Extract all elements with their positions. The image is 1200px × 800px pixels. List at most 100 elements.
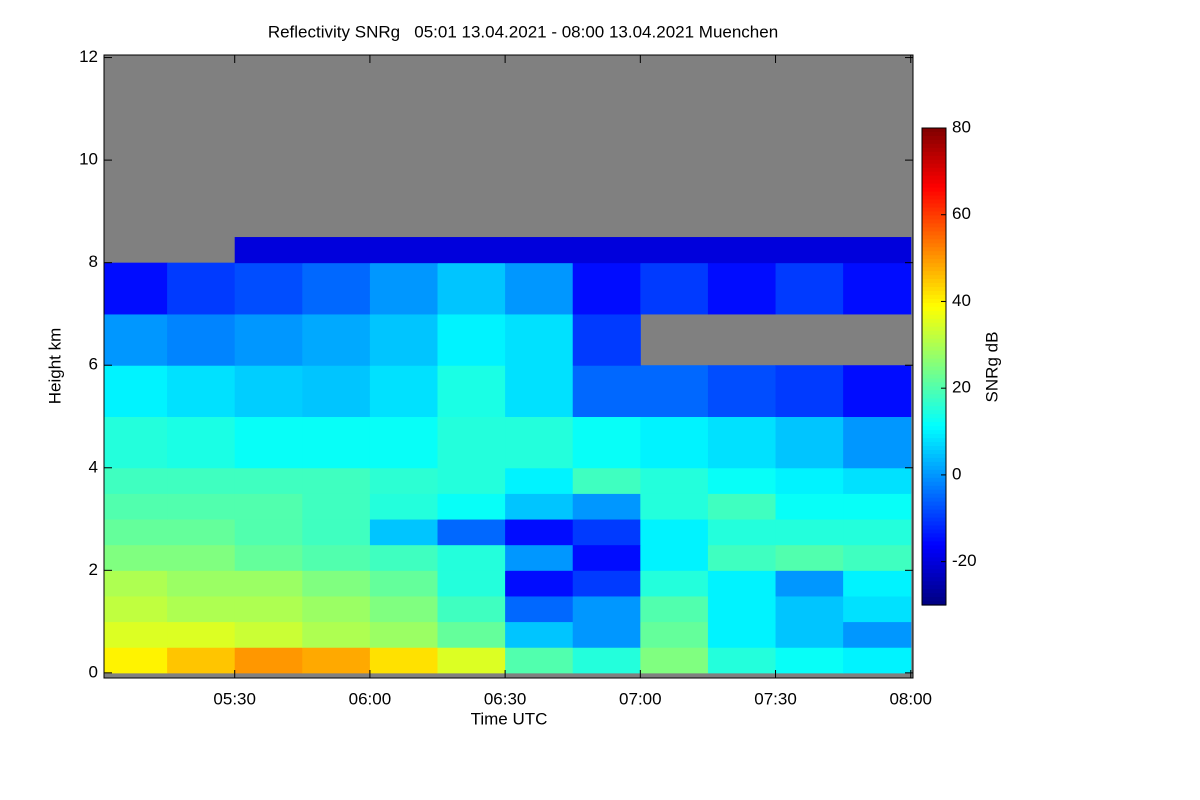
colorbar-swatch <box>922 330 946 336</box>
heatmap-cell <box>775 365 844 417</box>
heatmap-cell <box>775 416 844 469</box>
colorbar-swatch <box>922 426 946 431</box>
colorbar-swatch <box>922 211 946 217</box>
heatmap-cell <box>234 313 303 366</box>
colorbar-swatch <box>922 597 946 602</box>
heatmap-cell <box>572 544 641 571</box>
colorbar-swatch <box>922 294 946 300</box>
colorbar-swatch <box>922 465 946 471</box>
colorbar-swatch <box>922 251 946 256</box>
colorbar-swatch <box>922 593 946 598</box>
colorbar-swatch <box>922 485 946 491</box>
colorbar-swatch <box>922 271 946 276</box>
heatmap-cell <box>369 544 439 571</box>
heatmap-cell <box>234 570 303 597</box>
plot-frame <box>103 54 914 679</box>
heatmap-cell <box>843 544 912 571</box>
colorbar-swatch <box>922 414 946 419</box>
heatmap-cell <box>369 365 439 417</box>
heatmap-cell <box>369 237 439 264</box>
colorbar-swatch <box>922 545 946 550</box>
colorbar-swatch <box>922 493 946 499</box>
heatmap-cell <box>369 467 439 494</box>
heatmap-cell <box>775 519 844 546</box>
colorbar-swatch <box>922 167 946 173</box>
heatmap-cell <box>843 262 912 315</box>
heatmap-cell <box>843 365 912 417</box>
heatmap-cell <box>167 595 236 623</box>
heatmap-cell <box>505 493 574 520</box>
colorbar-swatch <box>922 549 946 554</box>
colorbar-swatch <box>922 374 946 380</box>
heatmap-cell <box>104 365 168 417</box>
heatmap-cell <box>167 621 236 648</box>
colorbar-swatch <box>922 418 946 423</box>
colorbar-swatch <box>922 489 946 495</box>
heatmap-cell <box>437 313 506 366</box>
colorbar-label: SNRg dB <box>982 332 1001 403</box>
colorbar-swatch <box>922 457 946 463</box>
colorbar-swatch <box>922 533 946 539</box>
colorbar-swatch <box>922 195 946 201</box>
colorbar-swatch <box>922 370 946 376</box>
colorbar-swatch <box>922 322 946 328</box>
colorbar-swatch <box>922 287 946 292</box>
heatmap-cell <box>302 313 371 366</box>
colorbar-swatch <box>922 247 946 252</box>
colorbar-swatch <box>922 298 946 304</box>
heatmap-cell <box>505 595 574 623</box>
heatmap-cell <box>234 647 303 674</box>
heatmap-cell <box>104 544 168 571</box>
heatmap-cell <box>302 416 371 469</box>
heatmap-cell <box>572 595 641 623</box>
colorbar-swatch <box>922 442 946 447</box>
heatmap-cell <box>369 595 439 623</box>
heatmap-cell <box>302 595 371 623</box>
colorbar-swatch <box>922 573 946 578</box>
colorbar-swatch <box>922 362 946 368</box>
colorbar-swatch <box>922 513 946 519</box>
heatmap-cell <box>640 647 709 674</box>
colorbar-swatch <box>922 143 946 149</box>
heatmap-cell <box>505 416 574 469</box>
heatmap-cell <box>234 416 303 469</box>
colorbar-swatch <box>922 346 946 352</box>
heatmap-cell <box>640 365 709 417</box>
colorbar-swatch <box>922 310 946 316</box>
colorbar-swatch <box>922 128 946 133</box>
colorbar-swatch <box>922 565 946 570</box>
colorbar-swatch <box>922 438 946 443</box>
heatmap-cell <box>640 570 709 597</box>
heatmap-cell <box>437 595 506 623</box>
colorbar-swatch <box>922 366 946 372</box>
heatmap-cell <box>707 621 777 648</box>
colorbar-swatch <box>922 561 946 566</box>
colorbar-frame <box>921 127 947 606</box>
heatmap-cell <box>437 647 506 674</box>
heatmap-cell <box>843 416 912 469</box>
heatmap-cell <box>302 519 371 546</box>
heatmap-cell <box>843 570 912 597</box>
colorbar-swatch <box>922 430 946 435</box>
colorbar-swatch <box>922 581 946 586</box>
colorbar-swatch <box>922 541 946 546</box>
heatmap-cell <box>369 313 439 366</box>
colorbar-swatch <box>922 314 946 320</box>
heatmap-cell <box>640 493 709 520</box>
heatmap-cell <box>640 262 709 315</box>
heatmap-cell <box>572 262 641 315</box>
heatmap-cell <box>437 467 506 494</box>
colorbar-swatch <box>922 589 946 594</box>
heatmap-cell <box>572 416 641 469</box>
heatmap-cell <box>707 365 777 417</box>
heatmap-cell <box>505 621 574 648</box>
colorbar-swatch <box>922 207 946 213</box>
heatmap-cell <box>505 237 574 264</box>
colorbar-tick-label: 0 <box>952 464 961 483</box>
heatmap-cell <box>167 313 236 366</box>
heatmap-cell <box>369 647 439 674</box>
colorbar-swatch <box>922 326 946 332</box>
heatmap-cell <box>775 595 844 623</box>
heatmap-cell <box>843 467 912 494</box>
